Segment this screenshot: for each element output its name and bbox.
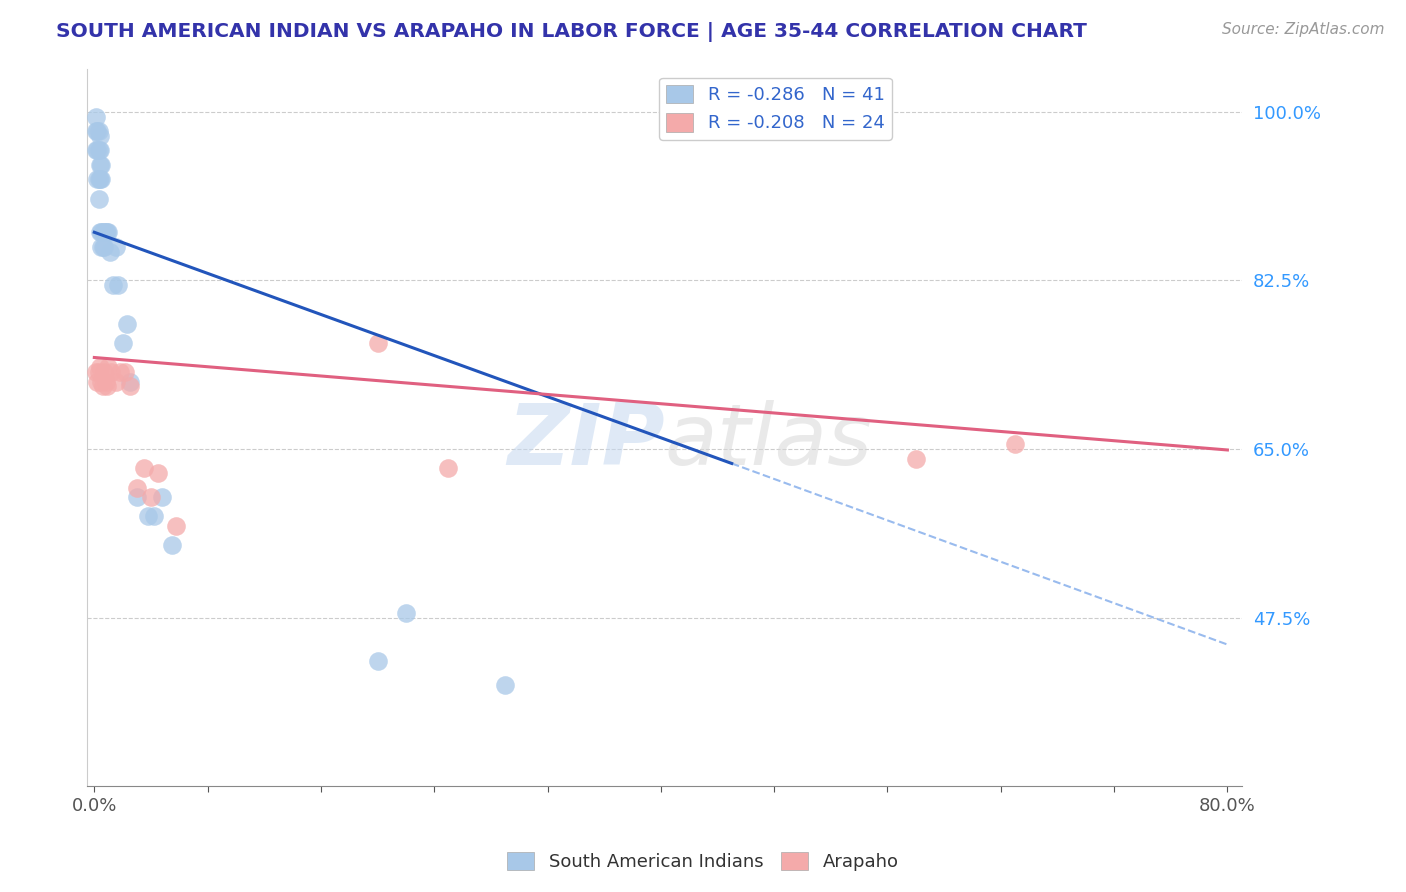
Point [86,124,108,138]
Point [132,461,155,475]
Point [104,240,127,254]
Point [89,360,111,375]
Point [97,360,120,375]
Point [87,124,110,138]
Point [125,481,148,495]
Point [96,225,118,239]
Point [125,490,148,504]
Legend: R = -0.286   N = 41, R = -0.208   N = 24: R = -0.286 N = 41, R = -0.208 N = 24 [659,78,891,140]
Point [84,365,107,379]
Point [111,336,134,351]
Point [150,490,173,504]
Point [115,317,138,331]
Point [90,240,112,254]
Point [86,144,108,158]
Point [93,365,115,379]
Point [142,509,165,524]
Point [114,365,136,379]
Point [367,336,389,351]
Text: ZIP: ZIP [506,401,665,483]
Point [84,144,107,158]
Point [166,519,188,533]
Point [91,225,114,239]
Point [94,225,117,239]
Point [86,172,108,186]
Point [118,375,141,389]
Point [87,365,110,379]
Text: Source: ZipAtlas.com: Source: ZipAtlas.com [1222,22,1385,37]
Point [1004,437,1026,451]
Legend: South American Indians, Arapaho: South American Indians, Arapaho [501,845,905,879]
Text: atlas: atlas [665,401,872,483]
Point [904,451,927,466]
Point [89,158,111,172]
Point [107,278,129,293]
Point [87,192,110,206]
Point [118,379,141,393]
Point [98,244,121,259]
Point [367,654,389,668]
Point [494,678,516,692]
Point [437,461,460,475]
Point [91,379,114,393]
Text: SOUTH AMERICAN INDIAN VS ARAPAHO IN LABOR FORCE | AGE 35-44 CORRELATION CHART: SOUTH AMERICAN INDIAN VS ARAPAHO IN LABO… [56,22,1087,42]
Point [93,240,115,254]
Point [136,509,159,524]
Point [84,124,107,138]
Point [93,225,115,239]
Point [96,379,118,393]
Point [86,375,108,389]
Point [97,225,120,239]
Point [84,110,107,124]
Point [94,375,117,389]
Point [90,375,112,389]
Point [104,375,127,389]
Point [91,240,114,254]
Point [146,466,169,480]
Point [89,225,111,239]
Point [89,144,111,158]
Point [160,538,183,552]
Point [87,172,110,186]
Point [395,606,418,620]
Point [101,278,124,293]
Point [139,490,162,504]
Point [90,158,112,172]
Point [87,144,110,158]
Point [89,172,111,186]
Point [90,225,112,239]
Point [90,172,112,186]
Point [108,365,131,379]
Point [89,128,111,143]
Point [100,365,122,379]
